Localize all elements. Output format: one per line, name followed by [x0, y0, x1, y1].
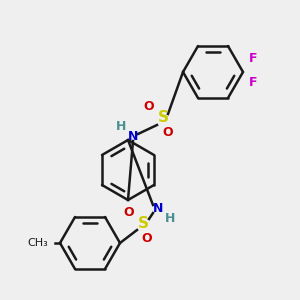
Text: CH₃: CH₃	[27, 238, 48, 248]
Text: F: F	[249, 52, 257, 64]
Text: H: H	[165, 212, 175, 224]
Text: S: S	[137, 217, 148, 232]
Text: N: N	[128, 130, 138, 142]
Text: F: F	[249, 76, 257, 88]
Text: H: H	[116, 119, 126, 133]
Text: O: O	[142, 232, 152, 245]
Text: S: S	[158, 110, 169, 125]
Text: O: O	[163, 125, 173, 139]
Text: O: O	[144, 100, 154, 113]
Text: O: O	[124, 206, 134, 220]
Text: N: N	[153, 202, 163, 214]
